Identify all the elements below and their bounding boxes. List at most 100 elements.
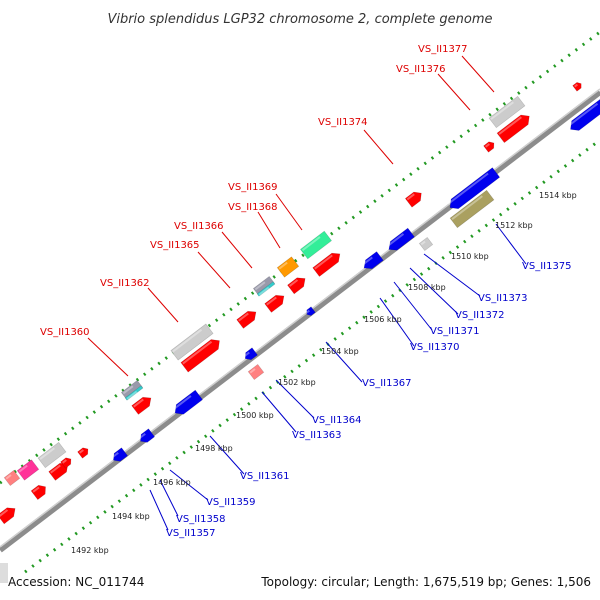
reverse-gene-label[interactable]: VS_II1357 <box>166 528 216 539</box>
gene-feature <box>138 428 156 443</box>
gene-feature <box>243 347 258 361</box>
reverse-leader-line <box>423 253 481 297</box>
forward-gene-label[interactable]: VS_II1366 <box>174 221 224 232</box>
gene-feature <box>3 469 21 487</box>
gene-feature <box>170 323 214 361</box>
gene-feature <box>37 441 67 469</box>
forward-leader-line <box>87 337 129 377</box>
gene-feature <box>449 189 495 229</box>
accession-text: Accession: NC_011744 <box>8 575 144 589</box>
tick-labels: 1492 kbp 1494 kbp 1496 kbp 1498 kbp 1500 kbp… <box>71 191 577 555</box>
gene-feature <box>60 457 72 469</box>
reverse-gene-label[interactable]: VS_II1361 <box>240 471 290 482</box>
map-title: Vibrio splendidus LGP32 chromosome 2, co… <box>107 12 492 27</box>
gene-feature <box>418 236 434 252</box>
forward-gene-label[interactable]: VS_II1365 <box>150 240 200 251</box>
feature-layer <box>0 82 600 525</box>
forward-gene-label[interactable]: VS_II1377 <box>418 44 468 55</box>
forward-gene-label[interactable]: VS_II1360 <box>40 327 90 338</box>
forward-leader-line <box>197 251 231 289</box>
reverse-gene-label[interactable]: VS_II1373 <box>478 293 528 304</box>
reverse-leader-line <box>495 223 527 265</box>
corner-feature <box>0 563 8 583</box>
gene-feature <box>264 294 285 313</box>
forward-gene-label[interactable]: VS_II1368 <box>228 202 278 213</box>
tick-label: 1492 kbp <box>71 546 109 555</box>
forward-leader-line <box>275 193 303 231</box>
reverse-leader-line <box>209 435 245 475</box>
gene-feature <box>124 385 144 401</box>
gene-feature <box>386 227 415 251</box>
forward-leader-line <box>437 73 471 111</box>
gene-feature <box>172 389 203 415</box>
gene-feature <box>247 363 265 381</box>
forward-leader-line <box>461 55 495 93</box>
reverse-gene-label[interactable]: VS_II1371 <box>430 326 480 337</box>
forward-leader-line <box>221 231 253 269</box>
reverse-leader-line <box>261 391 297 433</box>
reverse-leader-line <box>393 281 433 331</box>
gene-feature <box>48 462 69 481</box>
tick-label: 1514 kbp <box>539 191 577 200</box>
reverse-gene-label[interactable]: VS_II1358 <box>176 514 226 525</box>
reverse-leader-line <box>169 469 209 501</box>
gene-feature <box>488 95 526 129</box>
gene-feature <box>287 277 306 295</box>
gene-feature <box>306 306 316 316</box>
gene-feature <box>252 275 276 297</box>
label-leader-lines <box>87 55 527 531</box>
reverse-leader-line <box>409 267 459 315</box>
gene-feature <box>572 82 582 92</box>
outer-tick-track <box>0 30 600 485</box>
reverse-leader-line <box>149 489 169 531</box>
gene-feature <box>0 507 16 525</box>
tick-label: 1504 kbp <box>321 347 359 356</box>
reverse-gene-label[interactable]: VS_II1375 <box>522 261 572 272</box>
inner-tick-track <box>24 138 600 574</box>
forward-gene-label[interactable]: VS_II1362 <box>100 278 150 289</box>
gene-feature <box>77 447 89 459</box>
tick-label: 1494 kbp <box>112 512 150 521</box>
backbone-highlight <box>0 88 600 548</box>
tick-label: 1502 kbp <box>278 378 316 387</box>
reverse-leader-line <box>159 479 179 517</box>
gene-feature <box>30 484 46 501</box>
reverse-leader-line <box>325 341 363 383</box>
forward-leader-line <box>147 287 179 323</box>
gene-feature <box>362 251 384 270</box>
tick-label: 1512 kbp <box>495 221 533 230</box>
tick-label: 1510 kbp <box>451 252 489 261</box>
tick-label: 1498 kbp <box>195 444 233 453</box>
gene-labels: VS_II1360 VS_II1362 VS_II1365 VS_II1366 VS_I… <box>40 44 572 539</box>
gene-feature <box>568 97 600 131</box>
reverse-gene-label[interactable]: VS_II1372 <box>455 310 505 321</box>
forward-gene-label[interactable]: VS_II1374 <box>318 117 368 128</box>
chromosome-backbone <box>0 89 600 553</box>
tick-label: 1506 kbp <box>364 315 402 324</box>
forward-gene-label[interactable]: VS_II1376 <box>396 64 446 75</box>
tick-label: 1500 kbp <box>236 411 274 420</box>
gene-feature <box>276 256 300 278</box>
reverse-gene-label[interactable]: VS_II1364 <box>312 415 362 426</box>
gene-feature <box>483 141 495 153</box>
reverse-gene-label[interactable]: VS_II1359 <box>206 497 256 508</box>
gene-feature <box>120 379 144 401</box>
reverse-gene-label[interactable]: VS_II1370 <box>410 342 460 353</box>
reverse-gene-label[interactable]: VS_II1367 <box>362 378 412 389</box>
forward-leader-line <box>257 211 281 249</box>
gene-feature <box>404 191 422 208</box>
tick-label: 1496 kbp <box>153 478 191 487</box>
reverse-leader-line <box>275 379 315 419</box>
tick-label: 1508 kbp <box>408 283 446 292</box>
gene-feature <box>236 310 257 329</box>
gene-feature <box>312 252 341 277</box>
reverse-gene-label[interactable]: VS_II1363 <box>292 430 342 441</box>
forward-leader-line <box>363 129 394 165</box>
forward-gene-label[interactable]: VS_II1369 <box>228 182 278 193</box>
gene-feature <box>131 396 152 415</box>
gene-feature <box>16 459 40 481</box>
reverse-leader-line <box>379 297 415 347</box>
gene-feature <box>256 281 276 297</box>
